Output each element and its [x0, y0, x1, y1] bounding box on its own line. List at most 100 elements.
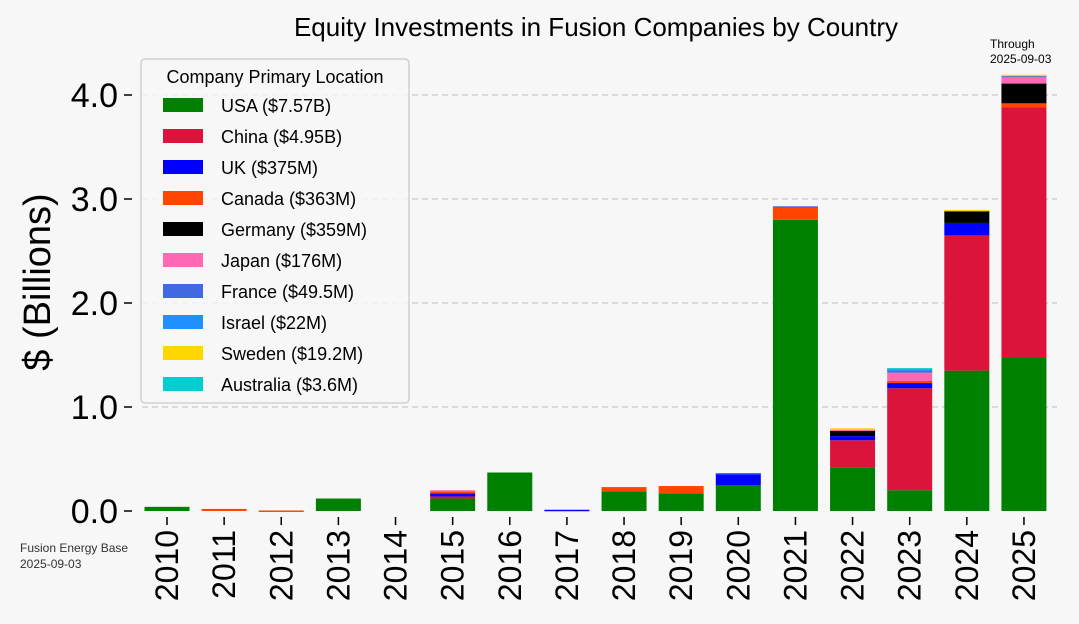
x-tick-label-2013: 2013 — [320, 530, 356, 601]
y-axis-ticks: 0.0 1.0 2.0 3.0 4.0 — [71, 77, 132, 531]
legend-label-france: France ($49.5M) — [221, 282, 354, 302]
legend-label-uk: UK ($375M) — [221, 158, 318, 178]
x-axis-ticks: 2010 2011 2012 2013 2014 2015 2016 2017 2018 2019… — [149, 517, 1042, 601]
y-axis-label: $ (Billions) — [17, 193, 59, 370]
bar-2019-canada — [658, 486, 704, 494]
bars — [144, 74, 1047, 512]
legend-swatch-canada — [163, 191, 203, 205]
x-tick-label-2021: 2021 — [777, 530, 813, 601]
x-tick-label-2012: 2012 — [263, 530, 299, 601]
legend-swatch-sweden — [163, 346, 203, 360]
bar-2025-canada — [1001, 103, 1047, 108]
y-tick-label: 2.0 — [71, 285, 118, 323]
bar-2015-uk — [430, 493, 476, 497]
bar-2020-uk — [715, 473, 761, 485]
bar-2020-usa — [715, 485, 761, 511]
bar-2022-sweden — [830, 428, 876, 430]
legend-label-japan: Japan ($176M) — [221, 251, 342, 271]
bar-2024-usa — [944, 370, 990, 511]
x-tick-label-2019: 2019 — [663, 530, 699, 601]
bar-2015-china — [430, 496, 476, 499]
bar-2023-japan — [887, 372, 933, 381]
x-tick-label-2015: 2015 — [435, 530, 471, 601]
x-tick-label-2025: 2025 — [1006, 530, 1042, 601]
bar-2019-usa — [658, 493, 704, 511]
bar-2025-sweden — [1001, 74, 1047, 77]
x-tick-label-2024: 2024 — [949, 530, 985, 601]
bar-2023-usa — [887, 490, 933, 511]
x-tick-label-2017: 2017 — [549, 530, 585, 601]
bar-2024-china — [944, 235, 990, 371]
bar-2021-usa — [772, 219, 818, 512]
bar-2025-germany — [1001, 83, 1047, 104]
x-tick-label-2018: 2018 — [606, 530, 642, 601]
bar-2018-canada — [601, 487, 647, 492]
legend-label-germany: Germany ($359M) — [221, 220, 367, 240]
bar-2023-uk — [887, 383, 933, 389]
legend-title: Company Primary Location — [166, 67, 383, 87]
x-tick-label-2022: 2022 — [835, 530, 871, 601]
legend-swatch-usa — [163, 98, 203, 112]
y-tick-label: 1.0 — [71, 389, 118, 427]
bar-2025-japan — [1001, 77, 1047, 84]
bar-2021-france — [772, 206, 818, 208]
bar-2023-australia — [887, 368, 933, 370]
bar-2023-france — [887, 370, 933, 373]
bar-2018-usa — [601, 491, 647, 511]
through-date: 2025-09-03 — [990, 52, 1052, 66]
legend-swatch-japan — [163, 253, 203, 267]
legend-label-sweden: Sweden ($19.2M) — [221, 344, 363, 364]
bar-2025-france — [1001, 75, 1047, 78]
x-tick-label-2020: 2020 — [720, 530, 756, 601]
bar-2021-canada — [772, 207, 818, 220]
bar-2022-china — [830, 440, 876, 468]
chart-title: Equity Investments in Fusion Companies b… — [294, 12, 898, 42]
legend-swatch-israel — [163, 315, 203, 329]
bar-2015-usa — [430, 498, 476, 511]
bar-2025-china — [1001, 107, 1047, 358]
bar-2022-usa — [830, 467, 876, 511]
x-tick-label-2011: 2011 — [206, 530, 242, 599]
bar-2023-china — [887, 388, 933, 491]
x-tick-label-2010: 2010 — [149, 530, 185, 601]
legend-swatch-germany — [163, 222, 203, 236]
legend: Company Primary Location USA ($7.57B) Chi… — [140, 58, 410, 404]
legend-swatch-uk — [163, 160, 203, 174]
legend-label-israel: Israel ($22M) — [221, 313, 327, 333]
legend-swatch-australia — [163, 377, 203, 391]
legend-label-canada: Canada ($363M) — [221, 189, 356, 209]
x-tick-label-2023: 2023 — [892, 530, 928, 601]
legend-swatch-china — [163, 129, 203, 143]
bar-2024-sweden — [944, 209, 990, 212]
bar-2022-japan — [830, 428, 876, 431]
y-tick-label: 0.0 — [71, 493, 118, 531]
bar-2012-canada — [258, 510, 304, 512]
y-tick-label: 4.0 — [71, 77, 118, 115]
bar-2023-canada — [887, 381, 933, 384]
bar-2013-usa — [315, 498, 361, 511]
bar-2016-usa — [487, 472, 533, 511]
bar-2022-germany — [830, 430, 876, 437]
credit-date: 2025-09-03 — [20, 557, 82, 571]
through-label: Through — [990, 37, 1035, 51]
legend-label-usa: USA ($7.57B) — [221, 96, 331, 116]
bar-2022-uk — [830, 436, 876, 441]
bar-2015-canada — [430, 491, 476, 494]
x-tick-label-2016: 2016 — [492, 530, 528, 601]
bar-2011-canada — [201, 508, 247, 511]
legend-label-china: China ($4.95B) — [221, 127, 342, 147]
bar-2010-usa — [144, 506, 190, 511]
bar-2015-japan — [430, 490, 476, 492]
bar-2025-usa — [1001, 357, 1047, 511]
legend-swatch-france — [163, 284, 203, 298]
y-tick-label: 3.0 — [71, 181, 118, 219]
legend-label-australia: Australia ($3.6M) — [221, 375, 358, 395]
bar-2024-germany — [944, 210, 990, 223]
bar-2017-uk — [544, 509, 590, 512]
bar-2024-uk — [944, 222, 990, 236]
x-tick-label-2014: 2014 — [378, 530, 414, 601]
credit-source: Fusion Energy Base — [20, 541, 128, 555]
bar-2020-france — [715, 473, 761, 475]
legend-frame — [140, 58, 410, 404]
